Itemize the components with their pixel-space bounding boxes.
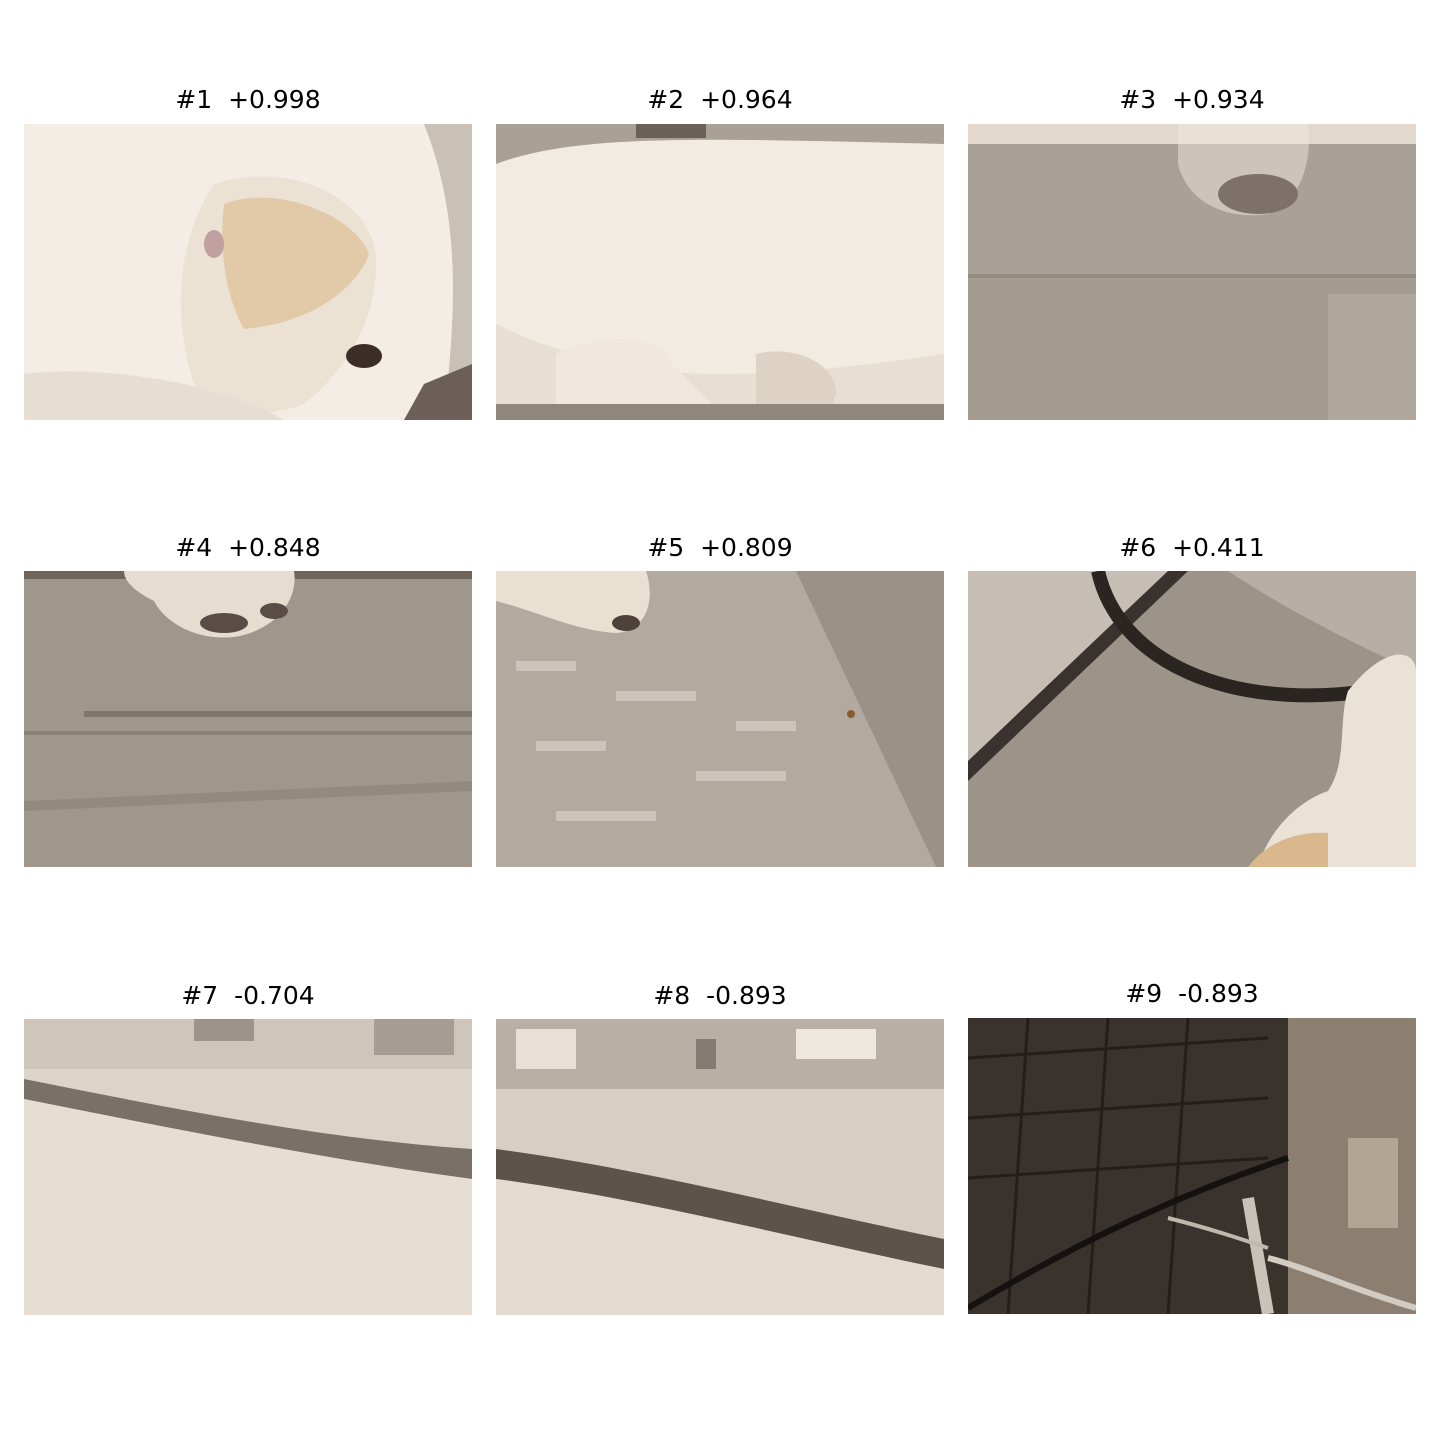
bike-wheel-dog-leg-photo: [968, 571, 1416, 867]
tile-caption: #8 -0.893: [653, 981, 787, 1010]
blurred-curb-photo: [24, 1019, 472, 1315]
tile-image: [968, 124, 1416, 420]
tile-image: [968, 571, 1416, 867]
dog-nose-pavement-photo: [968, 124, 1416, 420]
tile-image: [496, 571, 944, 867]
blurred-curb-edge-photo: [496, 1019, 944, 1315]
dog-body-photo: [496, 124, 944, 420]
tile-image: [968, 1018, 1416, 1314]
tile-caption: #2 +0.964: [647, 85, 793, 114]
dog-head-photo: [24, 124, 472, 420]
bike-basket-photo: [968, 1018, 1416, 1314]
tile-caption: #7 -0.704: [181, 981, 315, 1010]
tile-image: [496, 124, 944, 420]
dog-paw-cobblestone-photo: [496, 571, 944, 867]
tile-image: [24, 571, 472, 867]
tile-image: [496, 1019, 944, 1315]
tile-caption: #4 +0.848: [175, 533, 321, 562]
tile-caption: #1 +0.998: [175, 85, 321, 114]
tile-image: [24, 1019, 472, 1315]
tile-image: [24, 124, 472, 420]
tile-caption: #6 +0.411: [1119, 533, 1265, 562]
dog-paws-pavement-photo: [24, 571, 472, 867]
tile-caption: #3 +0.934: [1119, 85, 1265, 114]
tile-caption: #9 -0.893: [1125, 979, 1259, 1008]
tile-caption: #5 +0.809: [647, 533, 793, 562]
